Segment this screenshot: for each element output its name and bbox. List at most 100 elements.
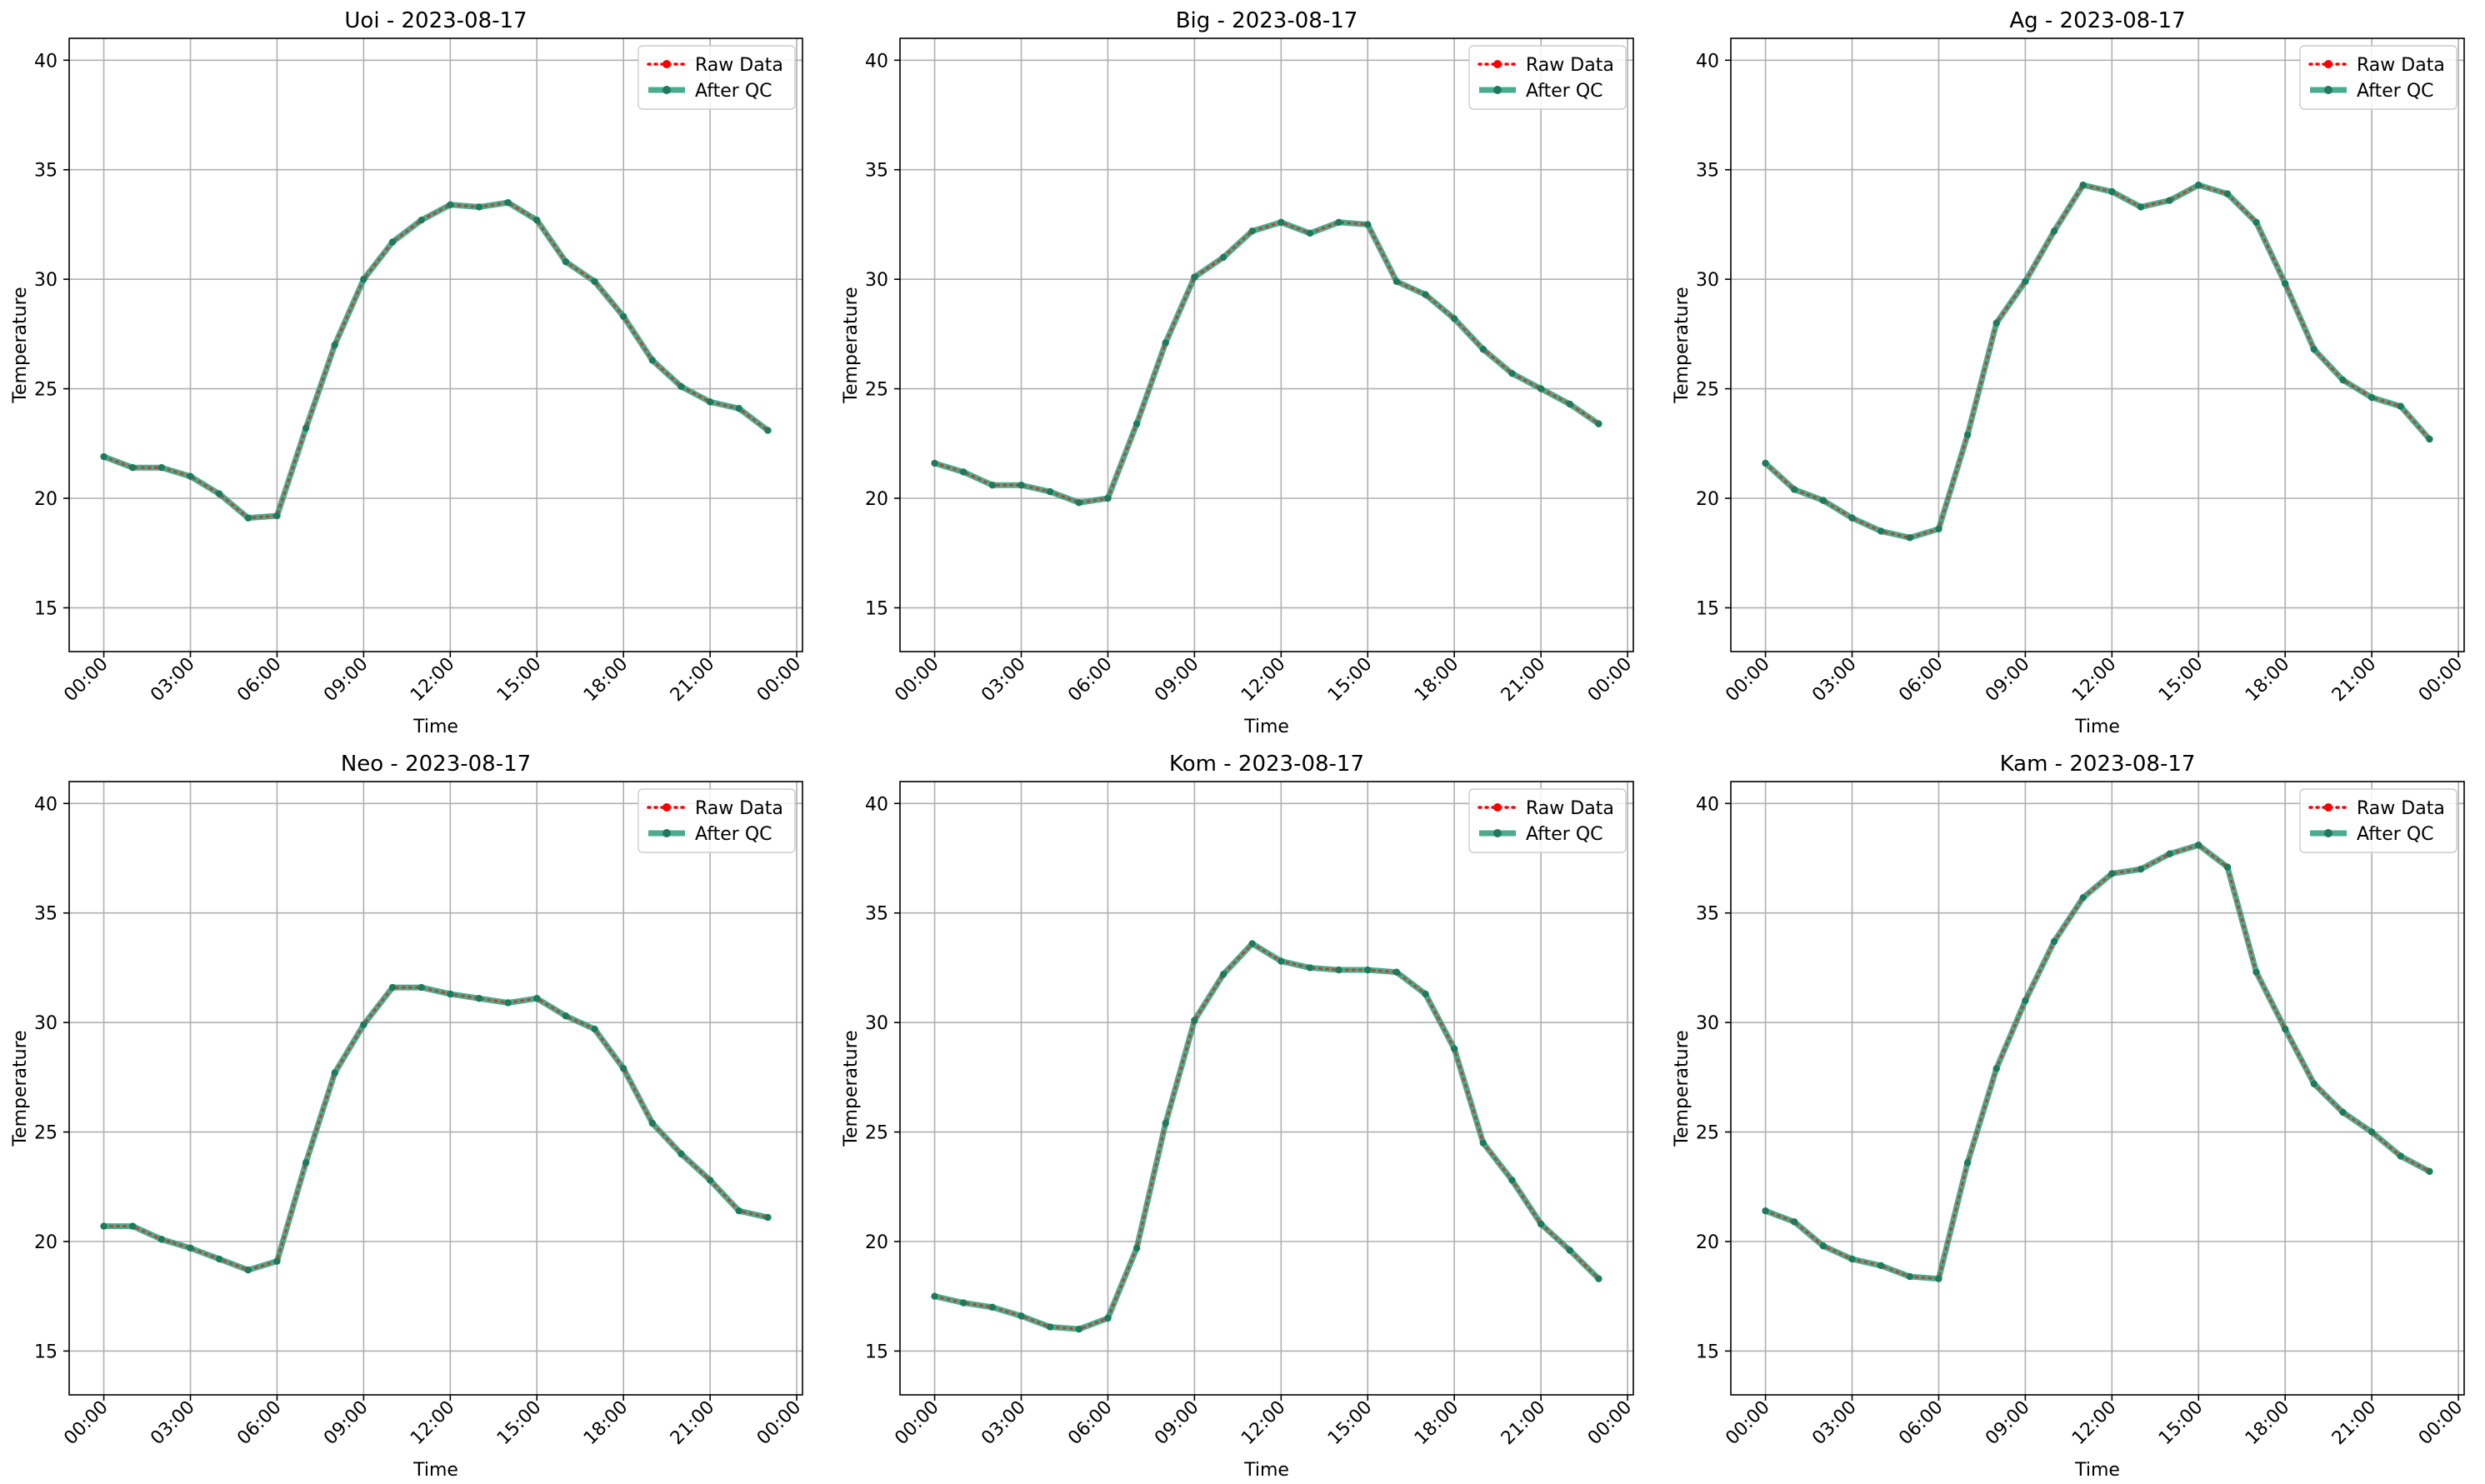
legend-label-after-qc: After QC [695, 81, 772, 102]
after-qc-point [360, 275, 368, 283]
y-axis-label: Temperature [1672, 287, 1692, 403]
x-tick-label: 12:00 [1238, 1397, 1290, 1450]
after-qc-point [388, 983, 397, 992]
after-qc-point [100, 1222, 108, 1230]
after-qc-point [648, 357, 657, 364]
legend-marker-after-qc [1493, 86, 1502, 94]
y-axis-label: Temperature [1672, 1030, 1692, 1147]
after-qc-point [2426, 435, 2433, 443]
after-qc-point [2079, 181, 2087, 189]
after-qc-point [100, 452, 108, 461]
after-qc-point [1595, 1275, 1602, 1282]
chart-panel: 15 20 25 30 35 40 00:00 03:00 06:00 09:00 12:00 15:… [841, 752, 1636, 1481]
x-tick-label: 12:00 [407, 654, 459, 707]
legend-label-after-qc: After QC [2357, 824, 2434, 845]
y-axis-label: Temperature [841, 287, 862, 403]
after-qc-point [2022, 277, 2029, 285]
legend-box [2299, 45, 2458, 110]
x-tick-label: 21:00 [2328, 654, 2381, 707]
x-tick-label: 03:00 [1808, 654, 1861, 707]
after-qc-point [1508, 1177, 1516, 1184]
after-qc-point [764, 427, 772, 434]
x-tick-label: 18:00 [580, 654, 632, 707]
after-qc-point [2108, 870, 2116, 877]
legend-box [638, 788, 796, 853]
after-qc-point [1935, 1275, 1942, 1282]
legend-marker-raw [1493, 60, 1502, 68]
after-qc-point [2166, 197, 2173, 204]
after-qc-point [2368, 1128, 2376, 1136]
after-qc-point [764, 1213, 772, 1222]
after-qc-point [1537, 385, 1545, 392]
y-tick-label: 25 [865, 1123, 888, 1144]
after-qc-point [475, 203, 483, 211]
after-qc-point [418, 983, 425, 992]
y-tick-label: 15 [865, 598, 888, 619]
x-tick-label: 00:00 [1722, 1397, 1774, 1450]
series-line-raw-data [102, 986, 769, 1272]
after-qc-point [1992, 1065, 2000, 1072]
after-qc-point [360, 1021, 368, 1028]
after-qc-point [1306, 964, 1314, 972]
y-tick-label: 30 [34, 1013, 58, 1034]
after-qc-point [504, 999, 512, 1007]
after-qc-point [1046, 487, 1054, 496]
x-tick-label: 06:00 [233, 654, 286, 707]
after-qc-point [2339, 376, 2347, 384]
after-qc-point [960, 468, 968, 476]
after-qc-point [331, 341, 338, 349]
x-tick-label: 06:00 [233, 1397, 286, 1450]
after-qc-point [1762, 1207, 1769, 1215]
legend-label-raw: Raw Data [1526, 55, 1614, 76]
after-qc-point [988, 1303, 997, 1312]
after-qc-point [215, 1255, 223, 1263]
chart-panel: 15 20 25 30 35 40 00:00 03:00 06:00 09:00 12:00 15:… [1672, 8, 2467, 737]
y-tick-label: 15 [865, 1342, 888, 1362]
after-qc-point [1479, 346, 1488, 353]
after-qc-point [2166, 850, 2173, 857]
x-axis-label: Time [1243, 717, 1289, 737]
x-tick-label: 09:00 [1982, 654, 2034, 707]
y-tick-label: 25 [1696, 380, 1719, 401]
chart-title: Neo - 2023-08-17 [341, 752, 531, 777]
legend-label-raw: Raw Data [2357, 798, 2445, 819]
y-tick-label: 30 [1696, 1013, 1719, 1034]
after-qc-point [2079, 894, 2087, 902]
x-tick-label: 06:00 [1064, 654, 1117, 707]
after-qc-point [1392, 968, 1401, 976]
after-qc-point [1963, 1159, 1972, 1167]
after-qc-point [619, 312, 628, 321]
after-qc-point [1392, 277, 1401, 285]
x-tick-label: 00:00 [753, 654, 806, 707]
after-qc-point [475, 995, 483, 1002]
after-qc-point [1018, 482, 1025, 489]
legend: Raw Data After QC [638, 788, 796, 853]
y-axis-label: Temperature [10, 1030, 31, 1147]
legend-label-after-qc: After QC [1526, 824, 1603, 845]
series-line-raw-data [933, 942, 1600, 1331]
x-axis-label: Time [412, 717, 458, 737]
legend-label-raw: Raw Data [695, 55, 783, 76]
y-tick-label: 40 [34, 794, 58, 815]
after-qc-point [2426, 1167, 2433, 1176]
after-qc-point [129, 1222, 137, 1230]
x-tick-label: 12:00 [2068, 1397, 2121, 1450]
y-tick-label: 25 [34, 380, 58, 401]
x-tick-label: 18:00 [1411, 1397, 1463, 1450]
axes-frame [68, 781, 803, 1396]
series-line-after-qc [102, 199, 770, 522]
y-tick-label: 30 [865, 270, 888, 291]
after-qc-point [1132, 1244, 1141, 1252]
axes-frame [1730, 37, 2465, 652]
y-tick-label: 15 [34, 598, 58, 619]
after-qc-point [1104, 1314, 1112, 1322]
after-qc-point [447, 990, 454, 998]
after-qc-point [678, 382, 685, 391]
after-qc-point [2137, 865, 2145, 873]
legend-box [638, 45, 796, 110]
after-qc-point [1422, 990, 1429, 998]
x-tick-label: 03:00 [1808, 1397, 1861, 1450]
y-tick-label: 40 [865, 51, 888, 72]
after-qc-point [1595, 420, 1602, 427]
after-qc-point [1219, 971, 1228, 978]
